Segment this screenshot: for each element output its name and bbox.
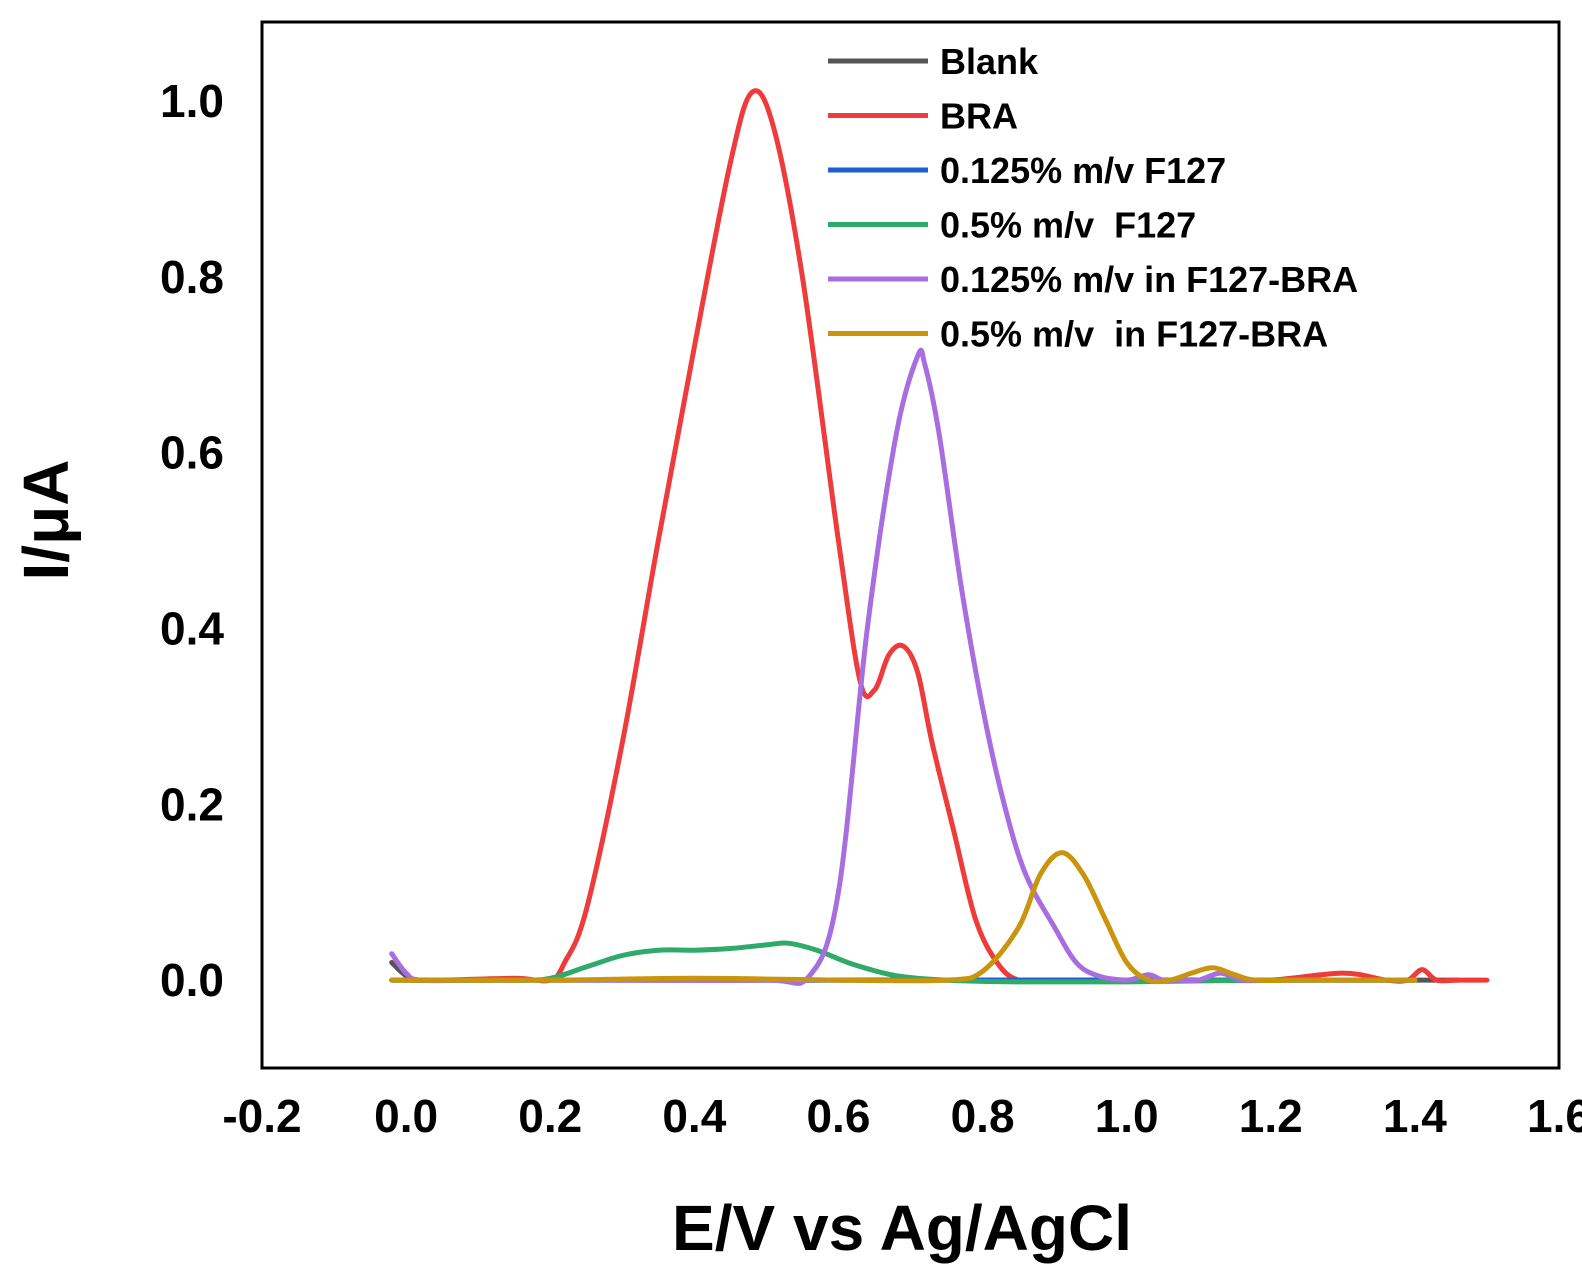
plot-frame (260, 20, 1561, 1070)
legend-label-4: 0.125% m/v in F127-BRA (940, 259, 1358, 300)
series-line-1 (389, 88, 1490, 984)
x-tick-label: 1.4 (1383, 1090, 1447, 1142)
x-tick-label: 0.0 (374, 1090, 438, 1142)
y-tick-label: 0.8 (160, 251, 224, 303)
legend: Blank BRA 0.125% m/v F127 0.5% m/v F127 0.12… (828, 41, 1358, 355)
y-tick-labels: 0.0 0.2 0.4 0.6 0.8 1.0 (160, 75, 224, 1006)
y-tick-label: 1.0 (160, 75, 224, 127)
x-tick-label: 1.6 (1527, 1090, 1582, 1142)
series-line-5 (389, 850, 1418, 985)
x-tick-label: 0.2 (518, 1090, 582, 1142)
x-tick-label: 0.6 (806, 1090, 870, 1142)
legend-label-0: Blank (940, 41, 1039, 82)
x-tick-label: 1.0 (1095, 1090, 1159, 1142)
y-tick-label: 0.0 (160, 954, 224, 1006)
legend-label-2: 0.125% m/v F127 (940, 150, 1226, 191)
x-tick-label: 0.8 (951, 1090, 1015, 1142)
y-tick-label: 0.6 (160, 427, 224, 479)
y-tick-label: 0.2 (160, 778, 224, 830)
series-line-4 (389, 347, 1418, 986)
y-axis-title: I/μA (10, 460, 82, 581)
legend-label-5: 0.5% m/v in F127-BRA (940, 314, 1328, 355)
x-tick-label: 0.4 (662, 1090, 726, 1142)
x-tick-label: 1.2 (1239, 1090, 1303, 1142)
x-tick-labels: -0.2 0.0 0.2 0.4 0.6 0.8 1.0 1.2 1.4 1.6 (222, 1090, 1582, 1142)
legend-label-1: BRA (940, 96, 1018, 137)
series-line-3 (389, 940, 1418, 985)
legend-label-3: 0.5% m/v F127 (940, 205, 1196, 246)
y-tick-label: 0.4 (160, 603, 224, 655)
x-axis-title: E/V vs Ag/AgCl (672, 1192, 1132, 1264)
series-layer (389, 88, 1490, 986)
x-tick-label: -0.2 (222, 1090, 301, 1142)
